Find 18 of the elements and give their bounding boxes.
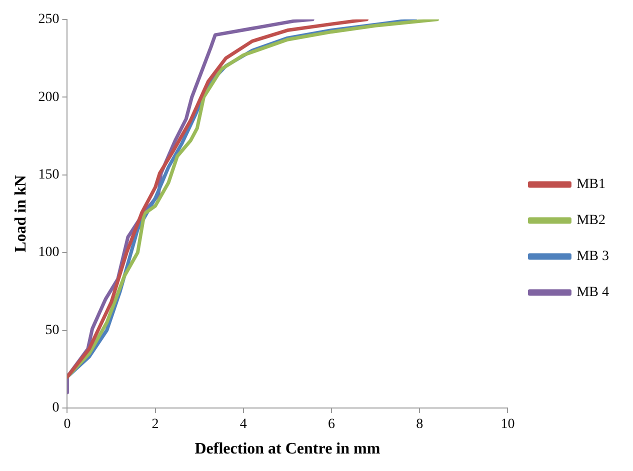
y-tick-label: 250: [38, 12, 60, 28]
x-tick-label: 6: [328, 417, 336, 432]
x-tick-label: 8: [416, 417, 424, 432]
x-axis-title: Deflection at Centre in mm: [194, 440, 381, 458]
legend-label: MB 3: [576, 249, 610, 264]
legend-label: MB2: [576, 213, 606, 228]
y-tick-label: 200: [38, 90, 60, 105]
x-tick-label: 4: [240, 417, 247, 432]
x-tick-label: 2: [152, 417, 159, 432]
legend-label: MB 4: [576, 285, 610, 300]
y-tick-label: 0: [52, 400, 60, 416]
legend-label: MB1: [576, 177, 606, 192]
y-axis-title: Load in kN: [12, 174, 30, 252]
y-tick-label: 100: [38, 245, 60, 260]
x-tick-label: 10: [500, 417, 515, 432]
x-tick-label: 0: [64, 417, 71, 432]
y-tick-label: 50: [45, 322, 60, 338]
y-tick-label: 150: [38, 168, 60, 183]
